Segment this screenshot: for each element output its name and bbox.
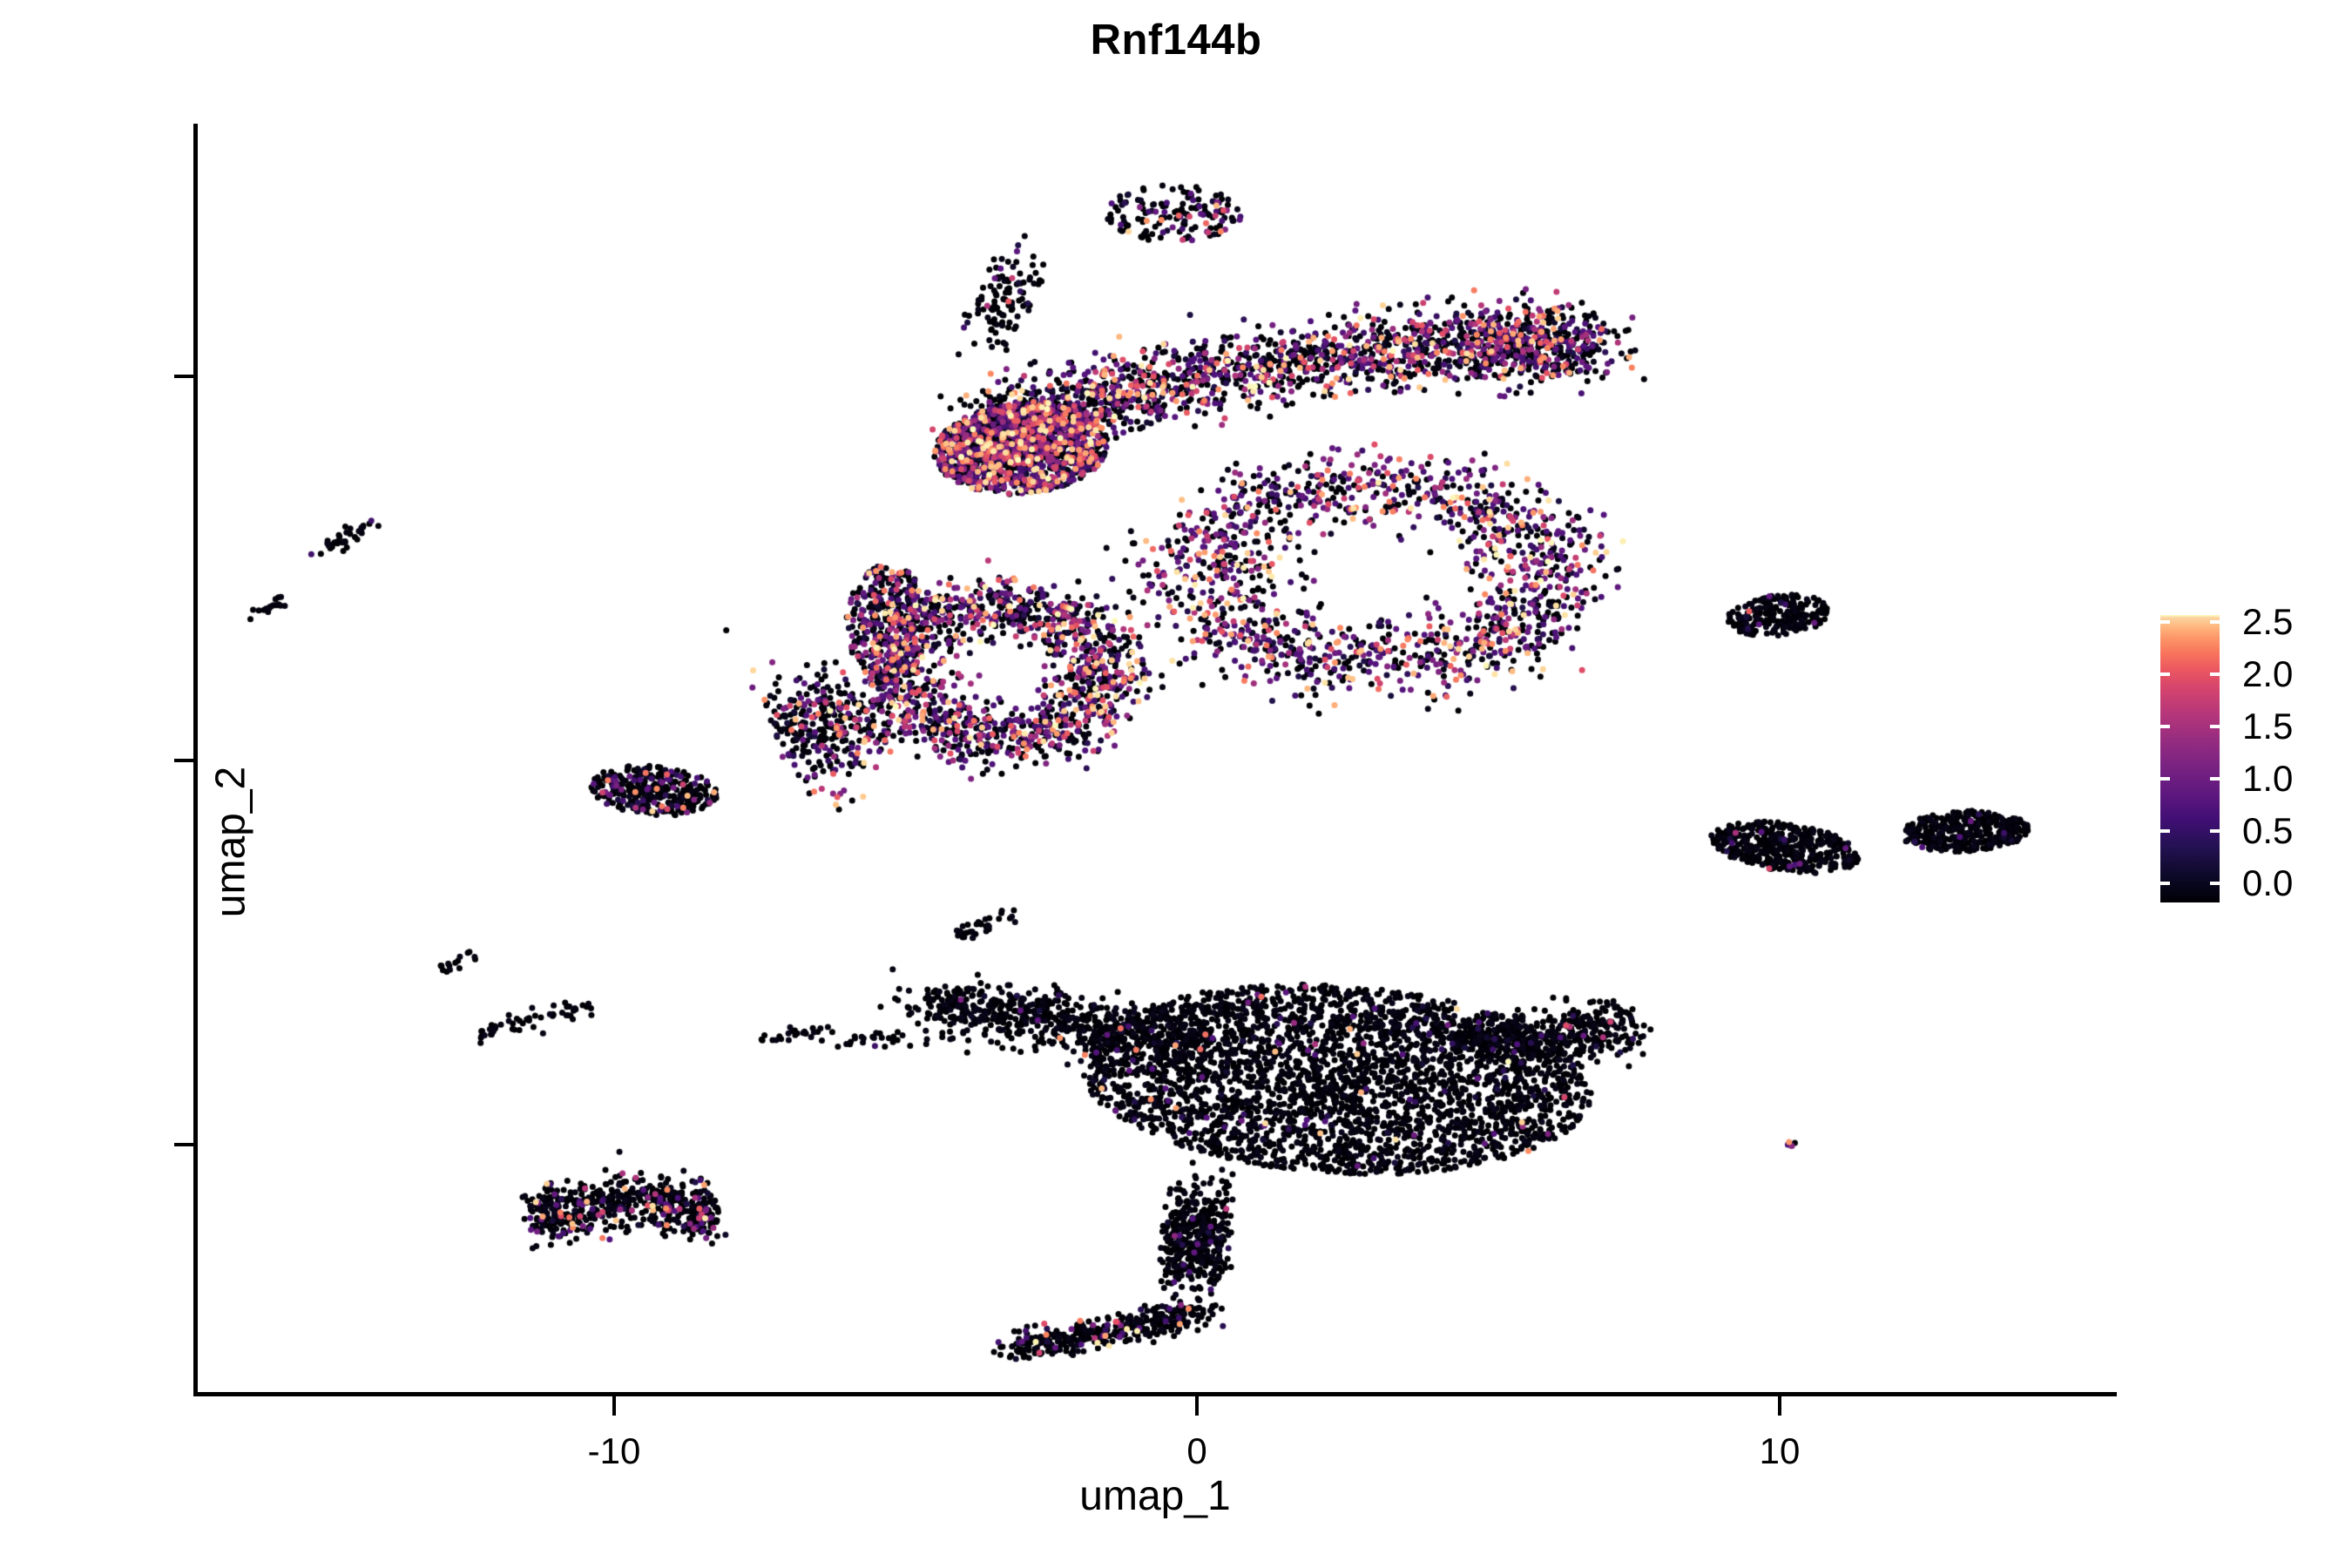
colorbar-label-5: 0.0 <box>2242 862 2294 903</box>
x-tick-label-0: -10 <box>587 1430 641 1471</box>
y-tick-mark-1 <box>174 759 193 762</box>
colorbar-tick-left-2 <box>2160 725 2170 728</box>
colorbar-tick-left-0 <box>2160 620 2170 624</box>
colorbar-legend: 2.5 2.0 1.5 1.0 0.5 0.0 <box>2160 601 2335 911</box>
colorbar-tick-right-3 <box>2210 777 2220 781</box>
colorbar-tick-left-1 <box>2160 672 2170 676</box>
y-tick-mark-0 <box>174 375 193 378</box>
y-axis-label: umap_2 <box>207 766 254 918</box>
x-tick-mark-2 <box>1778 1396 1781 1416</box>
colorbar-tick-left-4 <box>2160 829 2170 833</box>
plot-axes: 10 0 -10 -10 0 10 umap_2 <box>174 124 2117 1471</box>
colorbar-tick-left-5 <box>2160 882 2170 885</box>
colorbar-label-0: 2.5 <box>2242 601 2294 642</box>
colorbar-gradient <box>2160 615 2220 902</box>
x-axis-label: umap_1 <box>1079 1473 1231 1519</box>
y-axis-spine <box>193 124 198 1396</box>
x-tick-label-1: 0 <box>1186 1430 1207 1471</box>
colorbar-label-3: 1.0 <box>2242 758 2294 799</box>
y-tick-mark-2 <box>174 1143 193 1146</box>
colorbar-tick-left-3 <box>2160 777 2170 781</box>
page-title: Rnf144b <box>1090 17 1262 64</box>
colorbar-label-4: 0.5 <box>2242 810 2294 851</box>
x-axis-spine <box>193 1392 2117 1396</box>
colorbar-tick-right-5 <box>2210 882 2220 885</box>
x-tick-mark-0 <box>612 1396 616 1416</box>
colorbar-tick-right-2 <box>2210 725 2220 728</box>
colorbar-label-1: 2.0 <box>2242 653 2294 694</box>
colorbar-label-2: 1.5 <box>2242 706 2294 747</box>
colorbar-tick-right-0 <box>2210 620 2220 624</box>
scatter-canvas <box>193 124 2117 1396</box>
colorbar-tick-right-1 <box>2210 672 2220 676</box>
x-tick-mark-1 <box>1195 1396 1199 1416</box>
colorbar-tick-right-4 <box>2210 829 2220 833</box>
x-tick-label-2: 10 <box>1759 1430 1801 1471</box>
